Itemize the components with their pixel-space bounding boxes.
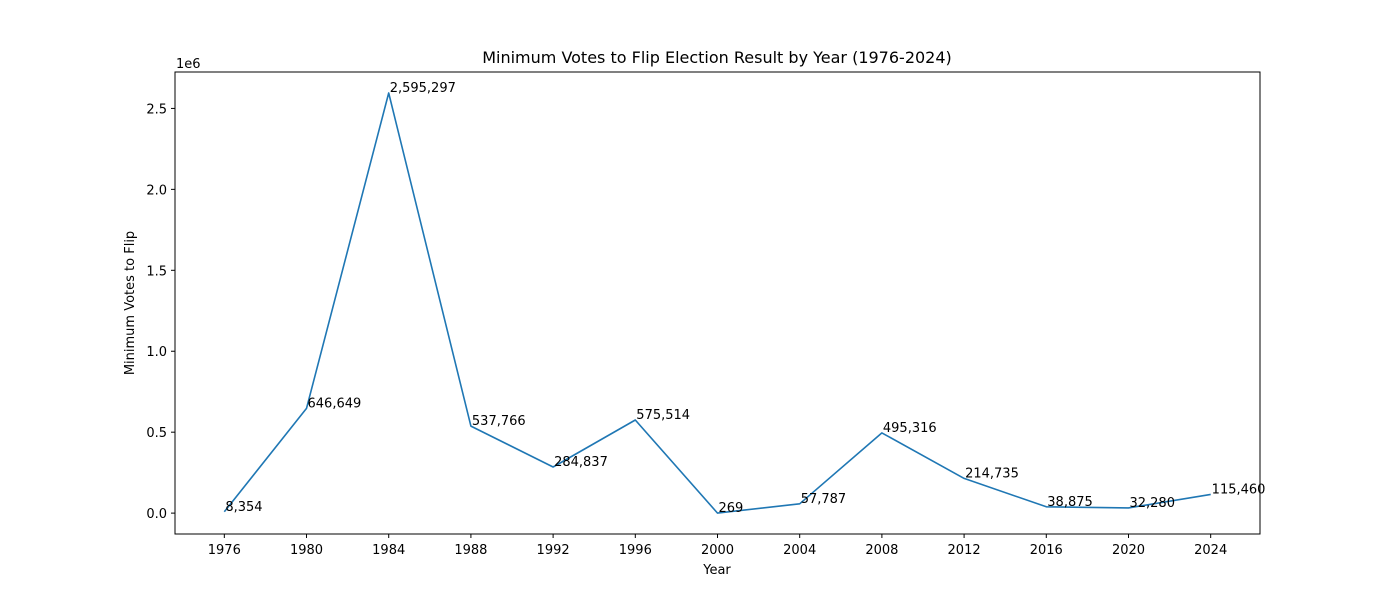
y-axis-offset-label: 1e6 bbox=[176, 57, 201, 72]
data-label: 32,280 bbox=[1129, 496, 1175, 511]
chart-title: Minimum Votes to Flip Election Result by… bbox=[482, 48, 952, 67]
x-tick-label: 2024 bbox=[1194, 543, 1227, 558]
y-tick-label: 0.0 bbox=[146, 507, 167, 522]
x-tick-label: 1996 bbox=[619, 543, 652, 558]
x-tick-label: 2000 bbox=[701, 543, 734, 558]
data-label: 284,837 bbox=[554, 455, 608, 470]
data-label: 269 bbox=[719, 501, 744, 516]
x-tick-label: 2008 bbox=[865, 543, 898, 558]
x-axis-label: Year bbox=[702, 563, 731, 578]
data-label: 575,514 bbox=[636, 408, 690, 423]
data-label: 214,735 bbox=[965, 466, 1019, 481]
series-line bbox=[223, 92, 1211, 514]
x-tick-label: 2016 bbox=[1030, 543, 1063, 558]
y-tick-label: 2.5 bbox=[146, 102, 167, 117]
x-tick-label: 1976 bbox=[208, 543, 241, 558]
x-tick-label: 1992 bbox=[537, 543, 570, 558]
y-tick-label: 0.5 bbox=[146, 426, 167, 441]
y-axis-label: Minimum Votes to Flip bbox=[123, 231, 138, 375]
x-tick-label: 2004 bbox=[783, 543, 816, 558]
x-tick-label: 2020 bbox=[1112, 543, 1145, 558]
data-label: 115,460 bbox=[1212, 482, 1266, 497]
y-tick-label: 1.5 bbox=[146, 264, 167, 279]
x-tick-label: 2012 bbox=[948, 543, 981, 558]
data-label: 38,875 bbox=[1047, 495, 1093, 510]
y-tick-label: 1.0 bbox=[146, 345, 167, 360]
data-label: 8,354 bbox=[225, 500, 262, 515]
data-label: 2,595,297 bbox=[390, 81, 456, 96]
data-label: 646,649 bbox=[308, 396, 362, 411]
x-tick-label: 1988 bbox=[454, 543, 487, 558]
data-label: 57,787 bbox=[801, 492, 847, 507]
plot-area: 1976 1980 1984 1988 1992 1996 2000 2004 2008 2012… bbox=[146, 71, 1266, 558]
plot-frame bbox=[174, 71, 1261, 535]
data-label: 495,316 bbox=[883, 421, 937, 436]
data-label: 537,766 bbox=[472, 414, 526, 429]
y-tick-label: 2.0 bbox=[146, 183, 167, 198]
x-tick-label: 1984 bbox=[372, 543, 405, 558]
x-tick-label: 1980 bbox=[290, 543, 323, 558]
